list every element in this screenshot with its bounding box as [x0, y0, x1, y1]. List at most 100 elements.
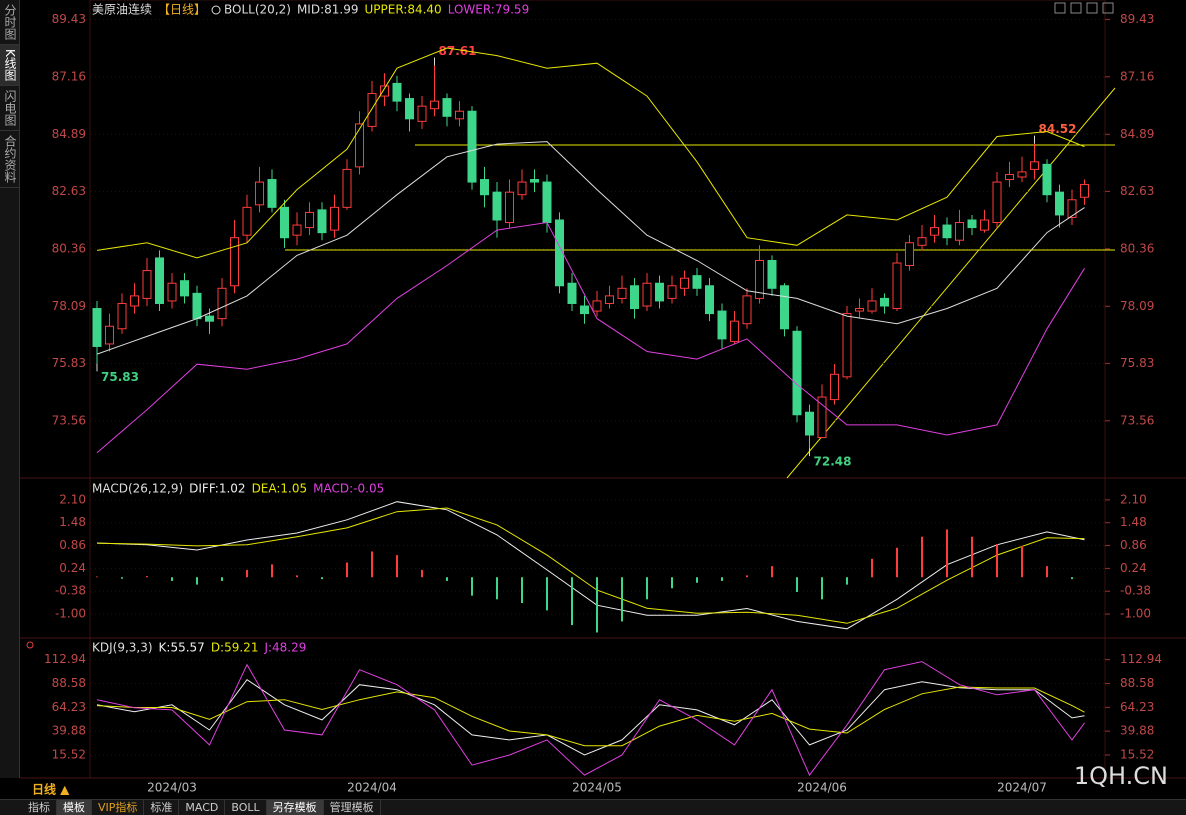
candle-body	[392, 82, 402, 102]
candle-body	[292, 224, 302, 236]
candle-body	[467, 110, 477, 183]
candle-body	[92, 308, 102, 347]
indicator-line	[96, 141, 1085, 355]
candle-body	[605, 295, 614, 304]
candle-body	[992, 181, 1002, 224]
candle-body	[817, 396, 827, 439]
legend-entry: DIFF:1.02	[189, 482, 245, 496]
y-tick-label: 73.56	[1120, 413, 1154, 427]
y-tick-label: 89.43	[52, 12, 86, 26]
y-tick-label: 0.24	[59, 561, 86, 575]
y-tick-label: 112.94	[1120, 652, 1162, 666]
y-tick-label: 2.10	[59, 492, 86, 506]
candle-body	[805, 411, 814, 436]
legend-entry: MID:81.99	[297, 3, 359, 17]
candle-body	[980, 219, 989, 231]
drawings	[285, 87, 1116, 479]
candle-body	[792, 330, 802, 416]
candle-body	[430, 100, 439, 110]
trend-line	[786, 87, 1116, 479]
candle-body	[130, 295, 139, 307]
toolbar-button[interactable]: 模板	[57, 800, 92, 815]
candle-body	[230, 237, 239, 287]
candle-body	[517, 181, 527, 196]
sidebar-tab[interactable]: 闪电图	[0, 86, 19, 131]
toolbar-button[interactable]: 标准	[144, 800, 180, 815]
candle-body	[105, 325, 114, 345]
candle-body	[167, 282, 177, 302]
candle-body	[592, 300, 602, 312]
legend-entry: D:59.21	[211, 641, 259, 655]
icon[interactable]	[1102, 2, 1114, 14]
y-tick-label: 80.36	[52, 241, 86, 255]
candle-body	[692, 275, 702, 289]
sidebar-tab[interactable]: K线图	[0, 45, 19, 86]
y-tick-label: 80.36	[1120, 241, 1154, 255]
candle-body	[642, 282, 652, 307]
y-tick-label: 75.83	[52, 356, 86, 370]
candle-body	[317, 209, 327, 234]
toolbar-button[interactable]: VIP指标	[92, 800, 145, 815]
legend-entry: LOWER:79.59	[448, 3, 530, 17]
period-button[interactable]: 日线 ▲	[32, 782, 70, 797]
icon[interactable]	[1086, 2, 1098, 14]
candle-body	[217, 287, 227, 320]
candle-body	[955, 222, 964, 241]
toolbar-button[interactable]: 指标	[22, 800, 57, 815]
icon[interactable]	[1054, 2, 1066, 14]
y-tick-label: 89.43	[1120, 12, 1154, 26]
y-tick-label: -1.00	[1120, 607, 1151, 621]
candle-body	[655, 282, 664, 302]
y-tick-label: 0.86	[59, 538, 86, 552]
candle-body	[180, 280, 189, 297]
candle-body	[192, 292, 202, 320]
candle-body	[755, 259, 764, 299]
y-tick-label: 64.23	[52, 700, 86, 714]
y-tick-label: 15.52	[52, 747, 86, 761]
y-tick-label: 1.48	[1120, 515, 1147, 529]
candle-body	[442, 98, 452, 117]
candle-body	[367, 93, 377, 127]
candle-body	[667, 285, 677, 299]
icon[interactable]	[1070, 2, 1082, 14]
legend-entry: J:48.29	[263, 641, 306, 655]
legend-entry: DEA:1.05	[252, 482, 308, 496]
candle-body	[780, 285, 789, 330]
toolbar-button[interactable]: 管理模板	[324, 800, 381, 815]
candle-body	[567, 282, 577, 304]
candle-body	[530, 179, 539, 183]
candle-body	[742, 295, 752, 325]
sidebar-tab[interactable]: 分时图	[0, 0, 19, 45]
settings-icon[interactable]	[26, 641, 34, 649]
y-tick-label: -0.38	[55, 584, 86, 598]
toolbar-button[interactable]: BOLL	[225, 800, 267, 815]
indicator-line	[96, 507, 1085, 624]
candle-body	[1005, 173, 1014, 181]
toolbar-button[interactable]: 另存模板	[266, 800, 324, 815]
y-tick-label: 2.10	[1120, 492, 1147, 506]
y-tick-label: 88.58	[1120, 676, 1154, 690]
window-icons	[1054, 2, 1114, 14]
sidebar-tab[interactable]: 合约资料	[0, 131, 19, 188]
plot-frame	[89, 0, 1106, 779]
y-tick-label: -1.00	[55, 607, 86, 621]
candle-body	[117, 302, 127, 330]
extreme-label: 84.52	[1039, 122, 1077, 136]
y-tick-label: 78.09	[52, 299, 86, 313]
candle-body	[942, 224, 952, 239]
indicator-line	[96, 686, 1085, 747]
y-tick-label: 82.63	[52, 184, 86, 198]
y-tick-label: 87.16	[52, 69, 86, 83]
candle-body	[1055, 191, 1064, 216]
x-tick-label: 2024/07	[997, 781, 1047, 795]
candle-body	[330, 206, 339, 231]
y-tick-label: 0.86	[1120, 538, 1147, 552]
y-tick-label: 0.24	[1120, 561, 1147, 575]
candle-body	[267, 179, 277, 208]
legend-entry: UPPER:84.40	[364, 3, 441, 17]
candle-body	[917, 237, 927, 246]
toolbar-button[interactable]: MACD	[179, 800, 226, 815]
extreme-label: 75.83	[101, 370, 139, 384]
candle-body	[730, 320, 739, 342]
